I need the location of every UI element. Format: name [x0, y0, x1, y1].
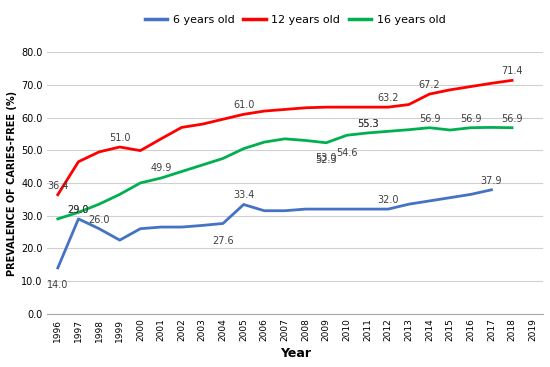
Y-axis label: PREVALENCE OF CARIES-FREE (%): PREVALENCE OF CARIES-FREE (%)	[7, 90, 17, 276]
16 years old	[344, 133, 350, 138]
Text: 55.3: 55.3	[357, 119, 378, 129]
12 years old	[117, 145, 123, 149]
16 years old	[199, 163, 206, 167]
16 years old	[158, 176, 164, 180]
Text: 55.3: 55.3	[357, 119, 378, 129]
6 years old	[447, 196, 453, 200]
12 years old	[261, 109, 268, 113]
Text: 53.0: 53.0	[316, 153, 337, 163]
16 years old	[137, 181, 144, 185]
Text: 14.0: 14.0	[47, 280, 69, 290]
6 years old	[261, 208, 268, 213]
6 years old	[364, 207, 371, 211]
6 years old	[344, 207, 350, 211]
Text: 71.4: 71.4	[502, 66, 523, 76]
X-axis label: Year: Year	[280, 347, 311, 360]
16 years old	[54, 217, 61, 221]
6 years old	[158, 225, 164, 229]
Text: 54.6: 54.6	[336, 148, 358, 158]
12 years old	[468, 84, 474, 89]
16 years old	[261, 140, 268, 144]
16 years old	[509, 126, 515, 130]
16 years old	[405, 127, 412, 132]
6 years old	[385, 207, 392, 211]
Line: 12 years old: 12 years old	[58, 80, 512, 195]
6 years old	[117, 238, 123, 242]
12 years old	[302, 106, 309, 110]
12 years old	[282, 107, 288, 112]
12 years old	[323, 105, 329, 109]
6 years old	[282, 208, 288, 213]
Text: 36.4: 36.4	[47, 181, 69, 190]
Text: 29.0: 29.0	[68, 205, 89, 215]
6 years old	[426, 199, 433, 203]
12 years old	[158, 137, 164, 141]
6 years old	[137, 226, 144, 231]
Line: 16 years old: 16 years old	[58, 127, 512, 219]
16 years old	[282, 137, 288, 141]
12 years old	[509, 78, 515, 83]
12 years old	[54, 193, 61, 197]
6 years old	[199, 223, 206, 228]
6 years old	[323, 207, 329, 211]
Text: 67.2: 67.2	[419, 80, 441, 90]
6 years old	[75, 217, 82, 221]
6 years old	[302, 207, 309, 211]
16 years old	[468, 126, 474, 130]
Text: 56.9: 56.9	[460, 113, 482, 124]
16 years old	[426, 126, 433, 130]
12 years old	[199, 122, 206, 126]
6 years old	[468, 192, 474, 197]
16 years old	[96, 202, 102, 206]
12 years old	[344, 105, 350, 109]
Text: 52.3: 52.3	[316, 155, 337, 165]
Text: 49.9: 49.9	[150, 163, 172, 173]
12 years old	[137, 148, 144, 153]
Text: 26.0: 26.0	[89, 215, 110, 225]
16 years old	[219, 156, 226, 161]
16 years old	[117, 192, 123, 197]
12 years old	[385, 105, 392, 109]
Text: 32.0: 32.0	[377, 195, 399, 205]
6 years old	[405, 202, 412, 206]
12 years old	[447, 88, 453, 92]
16 years old	[75, 210, 82, 215]
12 years old	[426, 92, 433, 96]
Text: 29.0: 29.0	[68, 205, 89, 215]
16 years old	[364, 131, 371, 135]
16 years old	[323, 141, 329, 145]
Text: 61.0: 61.0	[233, 100, 254, 110]
Text: 56.9: 56.9	[502, 113, 523, 124]
16 years old	[488, 125, 495, 130]
6 years old	[54, 266, 61, 270]
6 years old	[240, 202, 247, 207]
12 years old	[488, 81, 495, 86]
Text: 27.6: 27.6	[212, 236, 234, 246]
6 years old	[96, 226, 102, 231]
12 years old	[364, 105, 371, 109]
Text: 56.9: 56.9	[419, 113, 440, 124]
Text: 33.4: 33.4	[233, 190, 254, 200]
Legend: 6 years old, 12 years old, 16 years old: 6 years old, 12 years old, 16 years old	[141, 11, 450, 30]
12 years old	[178, 125, 185, 130]
12 years old	[75, 160, 82, 164]
12 years old	[219, 117, 226, 121]
Line: 6 years old: 6 years old	[58, 190, 492, 268]
12 years old	[240, 112, 247, 117]
6 years old	[488, 188, 495, 192]
Text: 51.0: 51.0	[109, 133, 130, 143]
16 years old	[447, 128, 453, 132]
6 years old	[178, 225, 185, 229]
12 years old	[96, 150, 102, 154]
Text: 63.2: 63.2	[377, 93, 399, 103]
16 years old	[302, 138, 309, 143]
Text: 37.9: 37.9	[481, 176, 502, 186]
16 years old	[178, 169, 185, 174]
12 years old	[405, 102, 412, 107]
16 years old	[385, 129, 392, 134]
16 years old	[240, 146, 247, 151]
6 years old	[219, 221, 226, 226]
